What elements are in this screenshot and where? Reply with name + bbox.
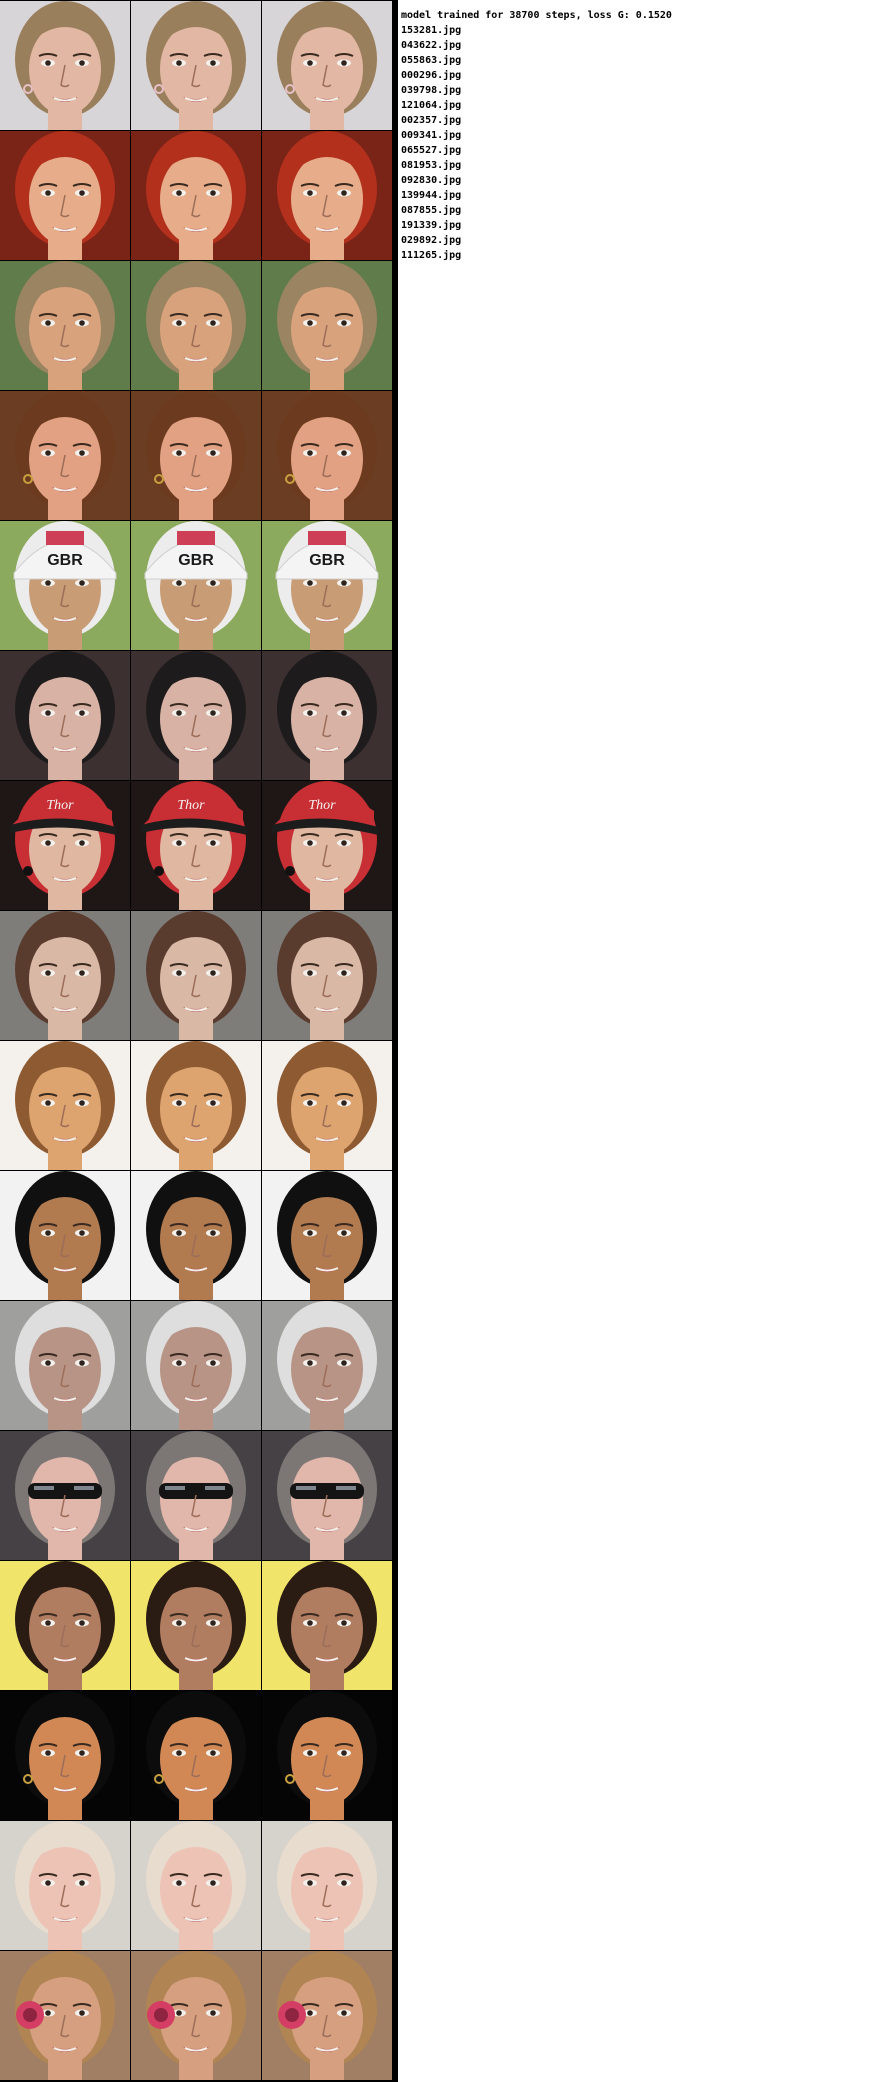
face-image	[0, 1171, 130, 1300]
face-image	[131, 1, 261, 130]
image-row: GBR GBR GBR	[0, 520, 398, 650]
file-name: 111265.jpg	[401, 248, 672, 263]
face-image	[0, 131, 130, 260]
image-row	[0, 130, 398, 260]
file-name: 000296.jpg	[401, 68, 672, 83]
image-row	[0, 1040, 398, 1170]
file-name: 139944.jpg	[401, 188, 672, 203]
face-image	[262, 911, 392, 1040]
image-row	[0, 910, 398, 1040]
helmet-label: GBR	[178, 552, 214, 569]
face-image	[131, 1951, 261, 2080]
face-image	[131, 1301, 261, 1430]
face-image	[0, 1821, 130, 1950]
face-image	[262, 1171, 392, 1300]
face-image: GBR	[262, 521, 392, 650]
face-image	[131, 261, 261, 390]
face-image	[131, 1041, 261, 1170]
face-image	[0, 1041, 130, 1170]
face-image	[131, 1431, 261, 1560]
face-image: Thor	[131, 781, 261, 910]
image-row	[0, 1560, 398, 1690]
log-panel: model trained for 38700 steps, loss G: 0…	[401, 8, 672, 263]
file-name: 191339.jpg	[401, 218, 672, 233]
image-row	[0, 1950, 398, 2080]
face-image	[0, 911, 130, 1040]
image-row	[0, 1690, 398, 1820]
face-image	[131, 131, 261, 260]
image-row: Thor Thor Thor	[0, 780, 398, 910]
face-image	[262, 1301, 392, 1430]
file-name: 043622.jpg	[401, 38, 672, 53]
file-name: 092830.jpg	[401, 173, 672, 188]
face-image	[262, 391, 392, 520]
image-grid: GBR GBR GBR Thor Thor Thor	[0, 0, 398, 2082]
face-image	[131, 651, 261, 780]
image-row	[0, 1430, 398, 1560]
face-image	[262, 1561, 392, 1690]
face-image: Thor	[262, 781, 392, 910]
image-row	[0, 1820, 398, 1950]
face-image: Thor	[0, 781, 130, 910]
face-image	[131, 911, 261, 1040]
face-image	[0, 1431, 130, 1560]
face-image	[262, 1431, 392, 1560]
file-name: 029892.jpg	[401, 233, 672, 248]
face-image	[262, 1821, 392, 1950]
face-image	[262, 261, 392, 390]
face-image	[0, 1691, 130, 1820]
image-row	[0, 650, 398, 780]
face-image	[262, 1, 392, 130]
cap-label: Thor	[177, 798, 205, 813]
face-image	[131, 391, 261, 520]
file-name: 153281.jpg	[401, 23, 672, 38]
file-name: 039798.jpg	[401, 83, 672, 98]
face-image	[0, 1, 130, 130]
file-name: 087855.jpg	[401, 203, 672, 218]
helmet-label: GBR	[309, 552, 345, 569]
image-row	[0, 260, 398, 390]
file-name: 002357.jpg	[401, 113, 672, 128]
image-row	[0, 1300, 398, 1430]
image-row	[0, 0, 398, 130]
training-status: model trained for 38700 steps, loss G: 0…	[401, 8, 672, 23]
face-image	[0, 1301, 130, 1430]
image-row	[0, 390, 398, 520]
face-image	[131, 1561, 261, 1690]
face-image	[262, 131, 392, 260]
face-image	[0, 1951, 130, 2080]
file-name: 121064.jpg	[401, 98, 672, 113]
face-image	[262, 1951, 392, 2080]
file-name: 081953.jpg	[401, 158, 672, 173]
face-image	[0, 651, 130, 780]
face-image	[0, 261, 130, 390]
image-row	[0, 1170, 398, 1300]
face-image	[262, 1691, 392, 1820]
face-image	[262, 651, 392, 780]
face-image	[0, 391, 130, 520]
cap-label: Thor	[308, 798, 336, 813]
file-name: 065527.jpg	[401, 143, 672, 158]
face-image	[0, 1561, 130, 1690]
helmet-label: GBR	[47, 552, 83, 569]
face-image	[131, 1821, 261, 1950]
cap-label: Thor	[46, 798, 74, 813]
file-name: 055863.jpg	[401, 53, 672, 68]
face-image	[131, 1691, 261, 1820]
face-image	[262, 1041, 392, 1170]
face-image: GBR	[0, 521, 130, 650]
file-name: 009341.jpg	[401, 128, 672, 143]
face-image: GBR	[131, 521, 261, 650]
face-image	[131, 1171, 261, 1300]
